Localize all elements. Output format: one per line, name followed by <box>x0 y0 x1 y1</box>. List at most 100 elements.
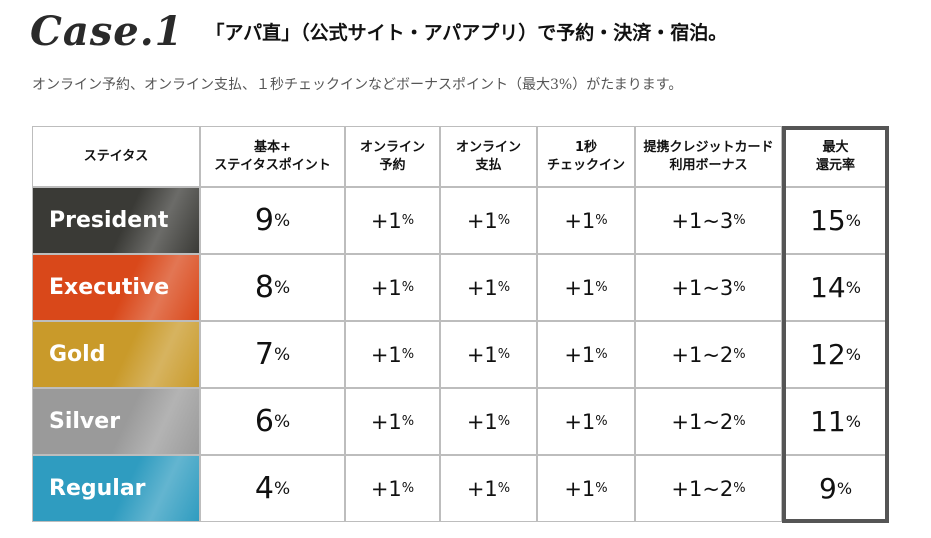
value-number: +1 <box>564 342 596 367</box>
value-cell-max-rate: 15% <box>782 187 889 254</box>
case-label: Case.1 <box>30 7 184 55</box>
value-number: +1 <box>466 476 498 501</box>
value-cell-checkin: +1% <box>537 455 635 522</box>
value-cell-online-booking: +1% <box>345 187 440 254</box>
percent-sign: % <box>733 213 746 228</box>
header-cell-max-rate: 最大 還元率 <box>782 126 889 187</box>
percent-sign: % <box>845 278 861 297</box>
value-cell-online-booking: +1% <box>345 388 440 455</box>
header-cell-base: 基本+ ステイタスポイント <box>200 126 345 187</box>
tier-label-president: President <box>32 187 200 254</box>
value-number: +1 <box>370 342 402 367</box>
value-cell-base: 6% <box>200 388 345 455</box>
tier-label-silver: Silver <box>32 388 200 455</box>
percent-sign: % <box>595 414 608 429</box>
value-number: 8 <box>254 270 274 305</box>
value-number: +1 <box>466 342 498 367</box>
value-cell-online-booking: +1% <box>345 254 440 321</box>
value-cell-card-bonus: +1~2% <box>635 388 782 455</box>
percent-sign: % <box>273 277 291 298</box>
percent-sign: % <box>595 280 608 295</box>
value-cell-online-payment: +1% <box>440 187 537 254</box>
percent-sign: % <box>845 345 861 364</box>
value-number: 7 <box>254 337 274 372</box>
value-number: +1 <box>370 275 402 300</box>
value-cell-max-rate: 11% <box>782 388 889 455</box>
value-cell-online-payment: +1% <box>440 455 537 522</box>
value-number: +1 <box>564 476 596 501</box>
percent-sign: % <box>401 280 415 295</box>
header-cell-online-booking: オンライン 予約 <box>345 126 440 187</box>
header-cell-status: ステイタス <box>32 126 200 187</box>
value-number: +1~2 <box>671 342 734 367</box>
value-cell-card-bonus: +1~2% <box>635 321 782 388</box>
percent-sign: % <box>497 213 511 228</box>
percent-sign: % <box>845 412 861 431</box>
value-number: 9 <box>254 203 274 238</box>
value-number: +1 <box>564 275 596 300</box>
page-heading: Case.1 「アパ直」（公式サイト・アパアプリ）で予約・決済・宿泊。 <box>30 6 727 56</box>
value-number: 15 <box>810 204 846 237</box>
percent-sign: % <box>595 481 608 496</box>
value-number: +1~2 <box>671 476 734 501</box>
value-cell-base: 7% <box>200 321 345 388</box>
percent-sign: % <box>273 478 291 499</box>
header-cell-card-bonus: 提携クレジットカード 利用ボーナス <box>635 126 782 187</box>
percent-sign: % <box>497 280 511 295</box>
value-number: +1 <box>564 208 596 233</box>
value-number: +1 <box>564 409 596 434</box>
percent-sign: % <box>733 280 746 295</box>
value-number: 9 <box>818 472 837 505</box>
value-cell-online-booking: +1% <box>345 321 440 388</box>
value-number: 11 <box>810 405 846 438</box>
value-number: +1 <box>370 476 402 501</box>
value-number: +1~2 <box>671 409 734 434</box>
percent-sign: % <box>273 210 291 231</box>
value-cell-checkin: +1% <box>537 388 635 455</box>
value-number: +1 <box>370 208 402 233</box>
tier-label-regular: Regular <box>32 455 200 522</box>
percent-sign: % <box>595 213 608 228</box>
value-number: +1~3 <box>671 208 734 233</box>
value-cell-base: 9% <box>200 187 345 254</box>
percent-sign: % <box>401 213 415 228</box>
value-cell-checkin: +1% <box>537 187 635 254</box>
percent-sign: % <box>401 414 415 429</box>
percent-sign: % <box>595 347 608 362</box>
value-cell-online-payment: +1% <box>440 254 537 321</box>
value-number: 14 <box>810 271 846 304</box>
value-cell-card-bonus: +1~3% <box>635 254 782 321</box>
header-cell-online-payment: オンライン 支払 <box>440 126 537 187</box>
value-number: 12 <box>810 338 846 371</box>
percent-sign: % <box>845 211 861 230</box>
value-number: +1 <box>466 275 498 300</box>
value-cell-card-bonus: +1~2% <box>635 455 782 522</box>
percent-sign: % <box>497 481 511 496</box>
value-number: 6 <box>254 404 274 439</box>
value-cell-online-booking: +1% <box>345 455 440 522</box>
percent-sign: % <box>733 347 746 362</box>
value-cell-card-bonus: +1~3% <box>635 187 782 254</box>
value-number: +1 <box>466 208 498 233</box>
percent-sign: % <box>733 414 746 429</box>
percent-sign: % <box>401 347 415 362</box>
value-cell-checkin: +1% <box>537 321 635 388</box>
percent-sign: % <box>273 411 291 432</box>
value-cell-max-rate: 14% <box>782 254 889 321</box>
value-number: +1 <box>466 409 498 434</box>
value-cell-base: 8% <box>200 254 345 321</box>
value-number: +1~3 <box>671 275 734 300</box>
value-cell-online-payment: +1% <box>440 388 537 455</box>
tier-label-executive: Executive <box>32 254 200 321</box>
page-title: 「アパ直」（公式サイト・アパアプリ）で予約・決済・宿泊。 <box>205 21 728 44</box>
value-number: 4 <box>254 471 274 506</box>
percent-sign: % <box>273 344 291 365</box>
percent-sign: % <box>733 481 746 496</box>
percent-sign: % <box>836 479 853 498</box>
tier-label-gold: Gold <box>32 321 200 388</box>
value-cell-checkin: +1% <box>537 254 635 321</box>
percent-sign: % <box>497 414 511 429</box>
value-cell-online-payment: +1% <box>440 321 537 388</box>
value-cell-max-rate: 12% <box>782 321 889 388</box>
percent-sign: % <box>401 481 415 496</box>
